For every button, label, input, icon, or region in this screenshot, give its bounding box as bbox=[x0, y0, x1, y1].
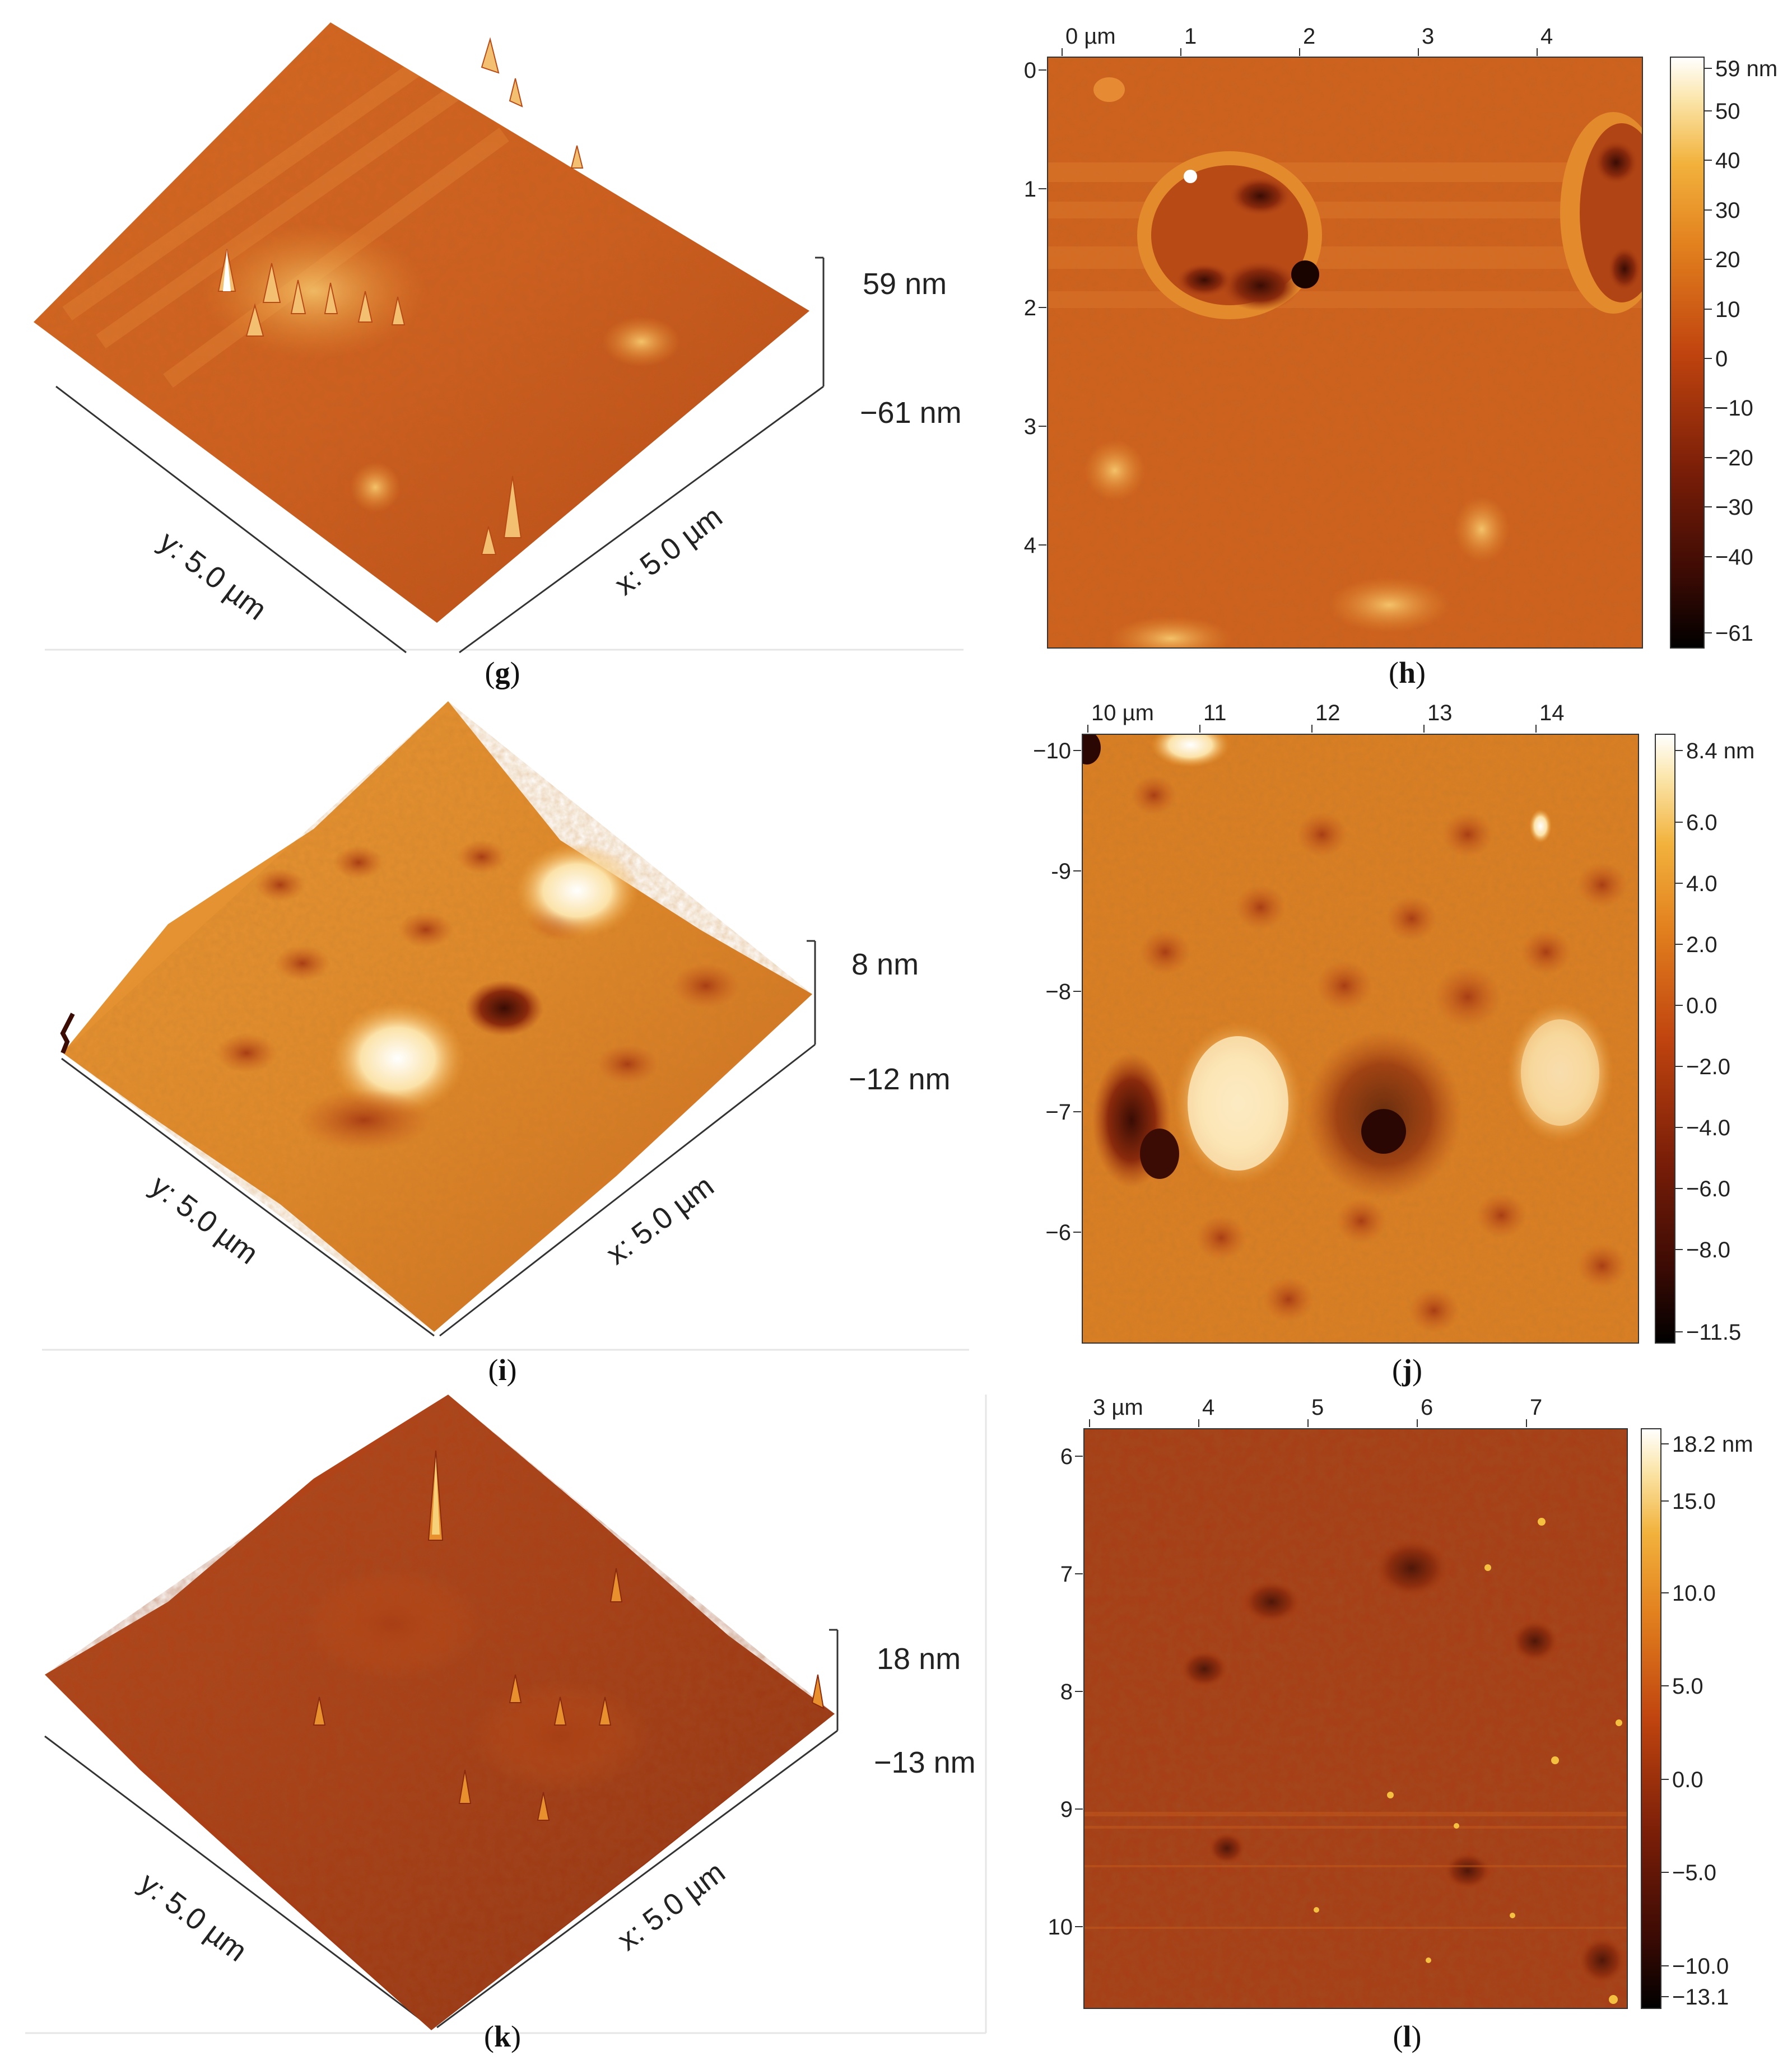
panel-h-cb-tick-10: −40 bbox=[1715, 545, 1753, 570]
panel-l-cb-tick-7: −13.1 bbox=[1672, 1985, 1729, 2010]
panel-letter-g: (g) bbox=[485, 656, 520, 689]
panel-g-y-axis-label: y: 5.0 µm bbox=[153, 525, 273, 627]
panel-h-left-axis: 0 1 2 3 4 bbox=[1024, 58, 1046, 558]
panel-j-top-axis: 10 µm 11 12 13 14 bbox=[1087, 701, 1565, 733]
panel-j-cb-tick-9: −11.5 bbox=[1686, 1320, 1741, 1345]
panel-j-cb-tick-0: 8.4 nm bbox=[1686, 739, 1754, 763]
panel-l-colorbar bbox=[1641, 1429, 1661, 2008]
panel-j-top-tick-4: 14 bbox=[1539, 701, 1565, 725]
panel-h-top-tick-4: 4 bbox=[1540, 24, 1553, 49]
panel-j-top-tick-0: 10 µm bbox=[1091, 701, 1154, 725]
panel-letter-l: (l) bbox=[1393, 2020, 1422, 2053]
panel-l-top-tick-2: 5 bbox=[1311, 1395, 1324, 1420]
panel-l-cb-tick-6: −10.0 bbox=[1672, 1954, 1729, 1979]
panel-g-zmax-label: 59 nm bbox=[863, 267, 947, 301]
panel-j-left-tick-0: −10 bbox=[1033, 739, 1071, 763]
panel-l-top-axis: 3 µm 4 5 6 7 bbox=[1089, 1395, 1542, 1427]
panel-l-left-axis: 6 7 8 9 10 bbox=[1048, 1444, 1083, 1940]
panel-l-cb-tick-1: 15.0 bbox=[1672, 1489, 1716, 1514]
panel-letter-h: (h) bbox=[1388, 656, 1426, 689]
panel-letter-i: (i) bbox=[488, 1353, 517, 1387]
panel-h-cb-tick-2: 40 bbox=[1715, 148, 1740, 173]
panel-l-cb-tick-4: 0.0 bbox=[1672, 1768, 1703, 1792]
panel-h-cb-tick-0: 59 nm bbox=[1715, 57, 1777, 81]
panel-h-cb-tick-3: 30 bbox=[1715, 198, 1740, 223]
panel-l-cb-tick-0: 18.2 nm bbox=[1672, 1432, 1753, 1457]
panel-j-left-tick-2: −8 bbox=[1045, 980, 1071, 1004]
panel-j-colorbar-ticks: 8.4 nm 6.0 4.0 2.0 0.0 −2.0 −4.0 −6.0 −8.0 −11.5 bbox=[1675, 739, 1754, 1345]
panel-h-left-tick-2: 2 bbox=[1024, 296, 1036, 320]
panel-i-zmax-label: 8 nm bbox=[851, 948, 919, 981]
panel-j-cb-tick-8: −8.0 bbox=[1686, 1238, 1730, 1262]
panel-l-top-tick-1: 4 bbox=[1202, 1395, 1214, 1420]
panel-l-height-map: 3 µm 4 5 6 7 6 7 8 9 10 18.2 nm 15.0 10.0 5.0 0.0 −5.… bbox=[1048, 1395, 1753, 2010]
panel-i-x-axis-label: x: 5.0 µm bbox=[600, 1169, 720, 1271]
panel-h-cb-tick-6: 0 bbox=[1715, 347, 1728, 371]
panel-j-cb-tick-6: −4.0 bbox=[1686, 1116, 1730, 1140]
panel-j-left-axis: −10 -9 −8 −7 −6 bbox=[1033, 739, 1081, 1245]
panel-j-left-tick-1: -9 bbox=[1051, 859, 1071, 884]
panel-j-cb-tick-4: 0.0 bbox=[1686, 994, 1717, 1018]
panel-h-top-tick-3: 3 bbox=[1422, 24, 1434, 49]
panel-letter-j: (j) bbox=[1392, 1353, 1422, 1387]
panel-j-colorbar bbox=[1655, 734, 1675, 1343]
panel-h-left-tick-3: 3 bbox=[1024, 414, 1036, 439]
panel-j-cb-tick-5: −2.0 bbox=[1686, 1055, 1730, 1079]
panel-j-left-tick-4: −6 bbox=[1045, 1220, 1071, 1245]
panel-l-left-tick-2: 8 bbox=[1060, 1680, 1073, 1704]
panel-l-colorbar-ticks: 18.2 nm 15.0 10.0 5.0 0.0 −5.0 −10.0 −13.1 bbox=[1661, 1432, 1753, 2010]
panel-l-cb-tick-5: −5.0 bbox=[1672, 1861, 1716, 1885]
panel-h-top-tick-2: 2 bbox=[1303, 24, 1315, 49]
panel-h-cb-tick-5: 10 bbox=[1715, 297, 1740, 322]
panel-j-cb-tick-2: 4.0 bbox=[1686, 871, 1717, 896]
panel-h-left-tick-4: 4 bbox=[1024, 533, 1036, 558]
panel-h-top-axis: 0 µm 1 2 3 4 bbox=[1062, 24, 1553, 56]
panel-g-x-axis-label: x: 5.0 µm bbox=[608, 500, 728, 602]
panel-l-top-tick-4: 7 bbox=[1530, 1395, 1542, 1420]
panel-l-top-tick-0: 3 µm bbox=[1093, 1395, 1143, 1420]
panel-h-top-tick-0: 0 µm bbox=[1065, 24, 1116, 49]
panel-l-left-tick-1: 7 bbox=[1060, 1562, 1073, 1587]
panel-i-3d-surface: 8 nm −12 nm y: 5.0 µm x: 5.0 µm bbox=[42, 701, 969, 1351]
panel-l-left-tick-4: 10 bbox=[1048, 1915, 1073, 1940]
panel-h-colorbar-ticks: 59 nm 50 40 30 20 10 0 −10 −20 −30 −40 −61 bbox=[1704, 57, 1777, 646]
panel-k-zmax-label: 18 nm bbox=[877, 1642, 961, 1676]
panel-j-cb-tick-1: 6.0 bbox=[1686, 810, 1717, 835]
panel-k-zmin-label: −13 nm bbox=[874, 1746, 976, 1779]
panel-h-cb-tick-7: −10 bbox=[1715, 396, 1753, 421]
panel-h-left-tick-0: 0 bbox=[1024, 58, 1036, 83]
panel-l-cb-tick-2: 10.0 bbox=[1672, 1581, 1716, 1606]
panel-letter-k: (k) bbox=[483, 2020, 522, 2053]
panel-l-cb-tick-3: 5.0 bbox=[1672, 1674, 1703, 1699]
panel-h-height-map: 0 µm 1 2 3 4 0 1 2 3 4 59 nm 50 40 30 20 10 0 −10 −20 −30… bbox=[1024, 24, 1777, 649]
panel-j-cb-tick-3: 2.0 bbox=[1686, 933, 1717, 957]
panel-k-3d-surface: 18 nm −13 nm y: 5.0 µm x: 5.0 µm bbox=[25, 1395, 987, 2034]
panel-j-height-map: 10 µm 11 12 13 14 −10 -9 −8 −7 −6 8.4 nm 6.0 4.0 2.… bbox=[1033, 701, 1754, 1345]
panel-j-cb-tick-7: −6.0 bbox=[1686, 1177, 1730, 1201]
panel-h-cb-tick-4: 20 bbox=[1715, 248, 1740, 272]
panel-j-left-tick-3: −7 bbox=[1045, 1100, 1071, 1125]
panel-i-zmin-label: −12 nm bbox=[849, 1062, 951, 1096]
panel-h-cb-tick-8: −20 bbox=[1715, 446, 1753, 470]
panel-j-top-tick-1: 11 bbox=[1203, 701, 1227, 725]
panel-l-left-tick-3: 9 bbox=[1060, 1797, 1073, 1822]
panel-g-3d-surface: 59 nm −61 nm y: 5.0 µm x: 5.0 µm bbox=[34, 22, 964, 654]
panel-h-cb-tick-1: 50 bbox=[1715, 99, 1740, 124]
panel-h-colorbar bbox=[1670, 57, 1704, 648]
panel-j-top-tick-3: 13 bbox=[1427, 701, 1453, 725]
panel-h-left-tick-1: 1 bbox=[1024, 177, 1036, 202]
panel-j-top-tick-2: 12 bbox=[1315, 701, 1340, 725]
panel-l-left-tick-0: 6 bbox=[1060, 1444, 1073, 1469]
panel-h-cb-tick-9: −30 bbox=[1715, 495, 1753, 520]
panel-g-zmin-label: −61 nm bbox=[860, 396, 962, 430]
panel-h-cb-tick-11: −61 bbox=[1715, 621, 1753, 646]
panel-l-top-tick-3: 6 bbox=[1421, 1395, 1433, 1420]
panel-h-top-tick-1: 1 bbox=[1184, 24, 1197, 49]
panel-k-y-axis-label: y: 5.0 µm bbox=[133, 1866, 253, 1968]
